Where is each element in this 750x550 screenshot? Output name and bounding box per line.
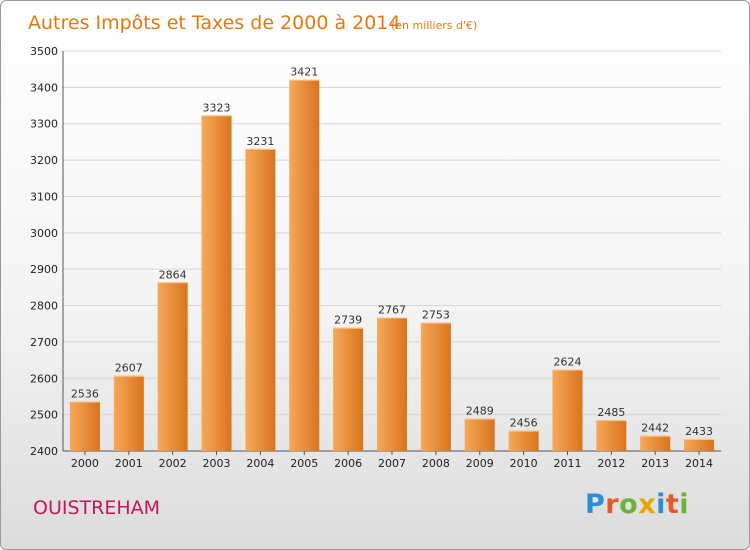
x-tick-label-2006: 2006 xyxy=(334,457,362,470)
x-tick-labels: 2000 2001 2002 2003 2004 2005 2006 2007 2008 2009… xyxy=(71,457,713,470)
data-label-2004: 3231 xyxy=(246,135,274,148)
data-label-2006: 2739 xyxy=(334,314,362,327)
proxiti-logo[interactable]: Proxiti xyxy=(585,489,689,520)
data-label-2013: 2442 xyxy=(641,422,669,435)
bar-2011 xyxy=(552,369,583,451)
bar-2002 xyxy=(157,282,188,451)
x-tick-label-2012: 2012 xyxy=(597,457,625,470)
y-tick-label: 2400 xyxy=(30,445,58,458)
x-tick-label-2007: 2007 xyxy=(378,457,406,470)
bar-2007 xyxy=(377,317,407,451)
y-tick-label: 3200 xyxy=(30,154,58,167)
bar-2010 xyxy=(508,430,539,451)
data-labels: 2536 2607 2864 3323 3231 3421 2739 2767 2753 2489… xyxy=(71,66,713,438)
data-label-2000: 2536 xyxy=(71,388,99,401)
chart-subtitle: (en milliers d'€) xyxy=(391,19,477,32)
bar-2013 xyxy=(640,435,671,451)
bar-2006 xyxy=(333,327,364,451)
data-label-2003: 3323 xyxy=(203,101,231,114)
logo-letter: t xyxy=(665,489,680,520)
y-tick-label: 2600 xyxy=(30,372,58,385)
bar-2000 xyxy=(69,401,100,451)
logo-letter: x xyxy=(638,489,657,520)
y-tick-label: 3100 xyxy=(30,190,58,203)
data-label-2001: 2607 xyxy=(115,362,143,375)
x-tick-label-2010: 2010 xyxy=(510,457,538,470)
y-tick-label: 2900 xyxy=(30,263,58,276)
x-tick-label-2000: 2000 xyxy=(71,457,99,470)
y-tick-label: 3500 xyxy=(30,45,58,58)
x-tick-label-2011: 2011 xyxy=(553,457,581,470)
y-tick-label: 2500 xyxy=(30,409,58,422)
y-tick-labels: 2400 2500 2600 2700 2800 2900 3000 3100 3200 3300… xyxy=(30,45,58,458)
data-label-2012: 2485 xyxy=(597,406,625,419)
data-label-2011: 2624 xyxy=(553,356,581,369)
y-tick-label: 2800 xyxy=(30,300,58,313)
y-tick-label: 2700 xyxy=(30,336,58,349)
x-tick-label-2002: 2002 xyxy=(159,457,187,470)
y-tick-label: 3400 xyxy=(30,81,58,94)
data-label-2007: 2767 xyxy=(378,304,406,317)
bar-2014 xyxy=(684,439,715,451)
x-tick-label-2005: 2005 xyxy=(290,457,318,470)
data-label-2014: 2433 xyxy=(685,425,713,438)
y-tick-label: 3300 xyxy=(30,118,58,131)
logo-letter: i xyxy=(679,489,690,520)
x-tick-label-2004: 2004 xyxy=(246,457,274,470)
logo-letter: P xyxy=(585,489,606,520)
x-tick-label-2008: 2008 xyxy=(422,457,450,470)
bar-2008 xyxy=(420,322,451,451)
bar-2012 xyxy=(596,420,627,451)
data-label-2002: 2864 xyxy=(159,268,187,281)
logo-letter: o xyxy=(619,489,639,520)
x-tick-label-2013: 2013 xyxy=(641,457,669,470)
y-tick-label: 3000 xyxy=(30,227,58,240)
data-label-2005: 3421 xyxy=(290,66,318,79)
bars xyxy=(69,79,715,452)
data-label-2010: 2456 xyxy=(510,417,538,430)
x-tick-label-2009: 2009 xyxy=(466,457,494,470)
chart-title: Autres Impôts et Taxes de 2000 à 2014 xyxy=(28,12,401,34)
bar-2005 xyxy=(289,79,320,452)
x-tick-label-2001: 2001 xyxy=(115,457,143,470)
x-tick-label-2014: 2014 xyxy=(685,457,713,470)
data-label-2008: 2753 xyxy=(422,309,450,322)
city-name: OUISTREHAM xyxy=(33,497,161,519)
logo-letter: i xyxy=(656,489,666,520)
logo-letter: r xyxy=(605,489,620,520)
bar-2004 xyxy=(245,148,276,451)
x-tick-label-2003: 2003 xyxy=(203,457,231,470)
bar-2009 xyxy=(464,418,495,451)
bar-2001 xyxy=(113,375,144,451)
data-label-2009: 2489 xyxy=(466,405,494,418)
bar-2003 xyxy=(201,115,232,451)
